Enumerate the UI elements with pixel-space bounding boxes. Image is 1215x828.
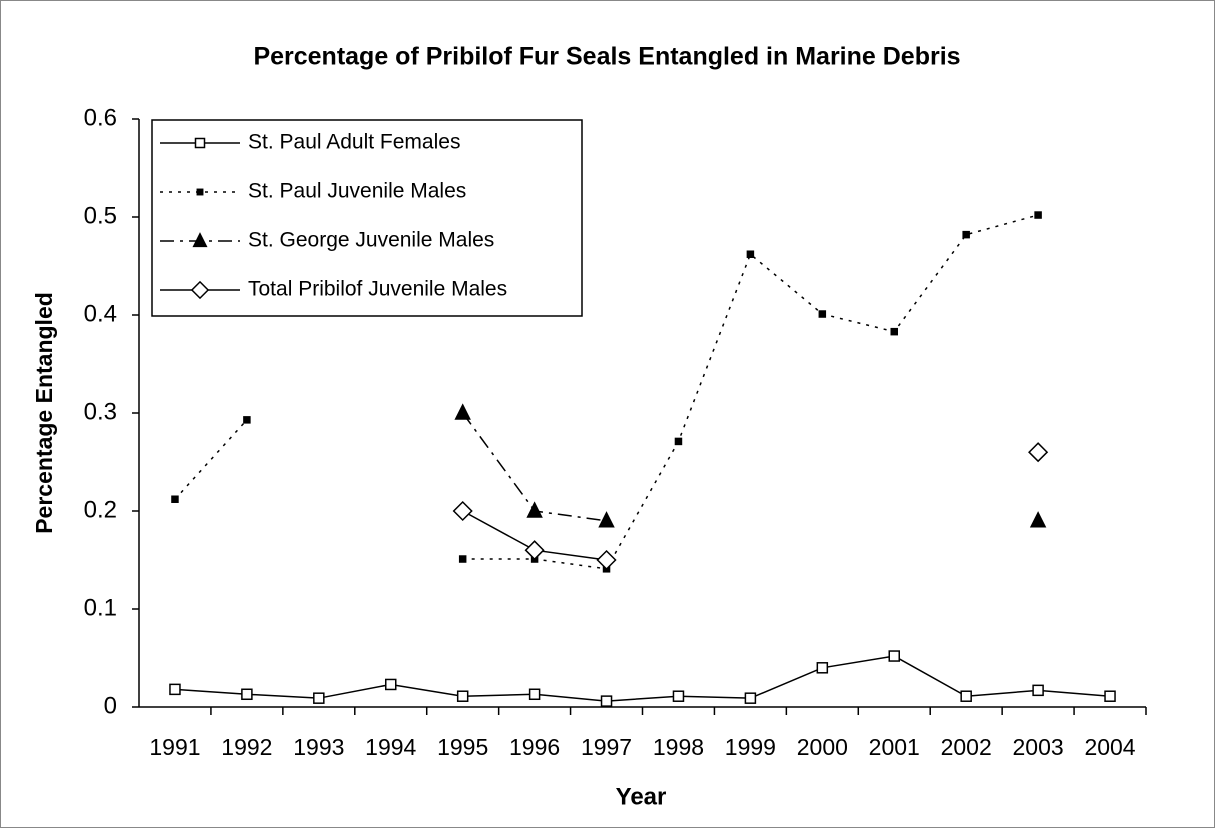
- marker: [1104, 690, 1116, 702]
- y-tick-label: 0.4: [84, 300, 117, 327]
- marker: [816, 662, 829, 674]
- x-axis-title: Year: [616, 783, 667, 810]
- marker: [1034, 211, 1042, 219]
- y-tick-label: 0.2: [84, 496, 117, 523]
- legend-marker: [196, 188, 204, 196]
- marker: [313, 692, 325, 704]
- marker: [243, 416, 251, 424]
- y-tick-label: 0.6: [84, 104, 117, 131]
- series-line: [174, 214, 1039, 570]
- marker: [600, 695, 613, 707]
- marker: [171, 495, 179, 503]
- marker: [241, 688, 253, 701]
- legend-label: Total Pribilof Juvenile Males: [248, 278, 507, 301]
- marker: [456, 690, 469, 702]
- marker: [169, 683, 181, 696]
- marker: [672, 690, 685, 702]
- y-tick-label: 0.5: [84, 202, 117, 229]
- legend-marker: [194, 137, 206, 149]
- x-tick-label: 1997: [581, 734, 632, 760]
- marker: [454, 403, 471, 420]
- legend-label: St. George Juvenile Males: [248, 229, 494, 252]
- marker: [524, 540, 545, 561]
- legend-marker: [190, 280, 210, 300]
- x-tick-label: 1991: [149, 734, 200, 760]
- x-tick-label: 1993: [293, 734, 344, 760]
- x-tick-label: 2002: [941, 734, 992, 760]
- marker: [744, 692, 757, 704]
- y-axis-title: Percentage Entangled: [31, 292, 57, 534]
- marker: [1032, 684, 1044, 697]
- marker: [746, 250, 755, 258]
- series-line: [174, 655, 1111, 702]
- x-tick-label: 2003: [1013, 734, 1064, 760]
- x-tick-label: 2004: [1084, 734, 1135, 760]
- x-tick-label: 2000: [797, 734, 848, 760]
- marker: [598, 511, 615, 528]
- legend-label: St. Paul Adult Females: [248, 131, 460, 154]
- marker: [890, 327, 898, 336]
- marker: [962, 230, 970, 239]
- legend-marker: [192, 232, 208, 248]
- chart-title: Percentage of Pribilof Fur Seals Entangl…: [253, 43, 960, 71]
- x-tick-label: 1998: [653, 734, 704, 760]
- legend-label: St. Paul Juvenile Males: [248, 180, 466, 203]
- marker: [1029, 511, 1047, 528]
- marker: [1028, 442, 1049, 463]
- x-tick-label: 1992: [221, 734, 272, 760]
- y-tick-label: 0.3: [84, 398, 117, 425]
- marker: [596, 549, 617, 571]
- marker: [458, 555, 467, 563]
- x-tick-label: 1996: [509, 734, 560, 760]
- marker: [526, 501, 543, 518]
- marker: [888, 650, 900, 662]
- marker: [674, 437, 683, 446]
- x-tick-label: 1995: [437, 734, 488, 760]
- y-tick-label: 0.1: [84, 594, 117, 621]
- marker: [385, 678, 397, 691]
- x-tick-label: 2001: [869, 734, 920, 760]
- marker: [818, 310, 827, 318]
- marker: [528, 688, 541, 701]
- legend-box: [151, 119, 583, 317]
- marker: [452, 500, 473, 522]
- marker: [960, 690, 972, 702]
- x-tick-label: 1999: [725, 734, 776, 760]
- x-tick-label: 1994: [365, 734, 416, 760]
- y-tick-label: 0: [104, 692, 117, 719]
